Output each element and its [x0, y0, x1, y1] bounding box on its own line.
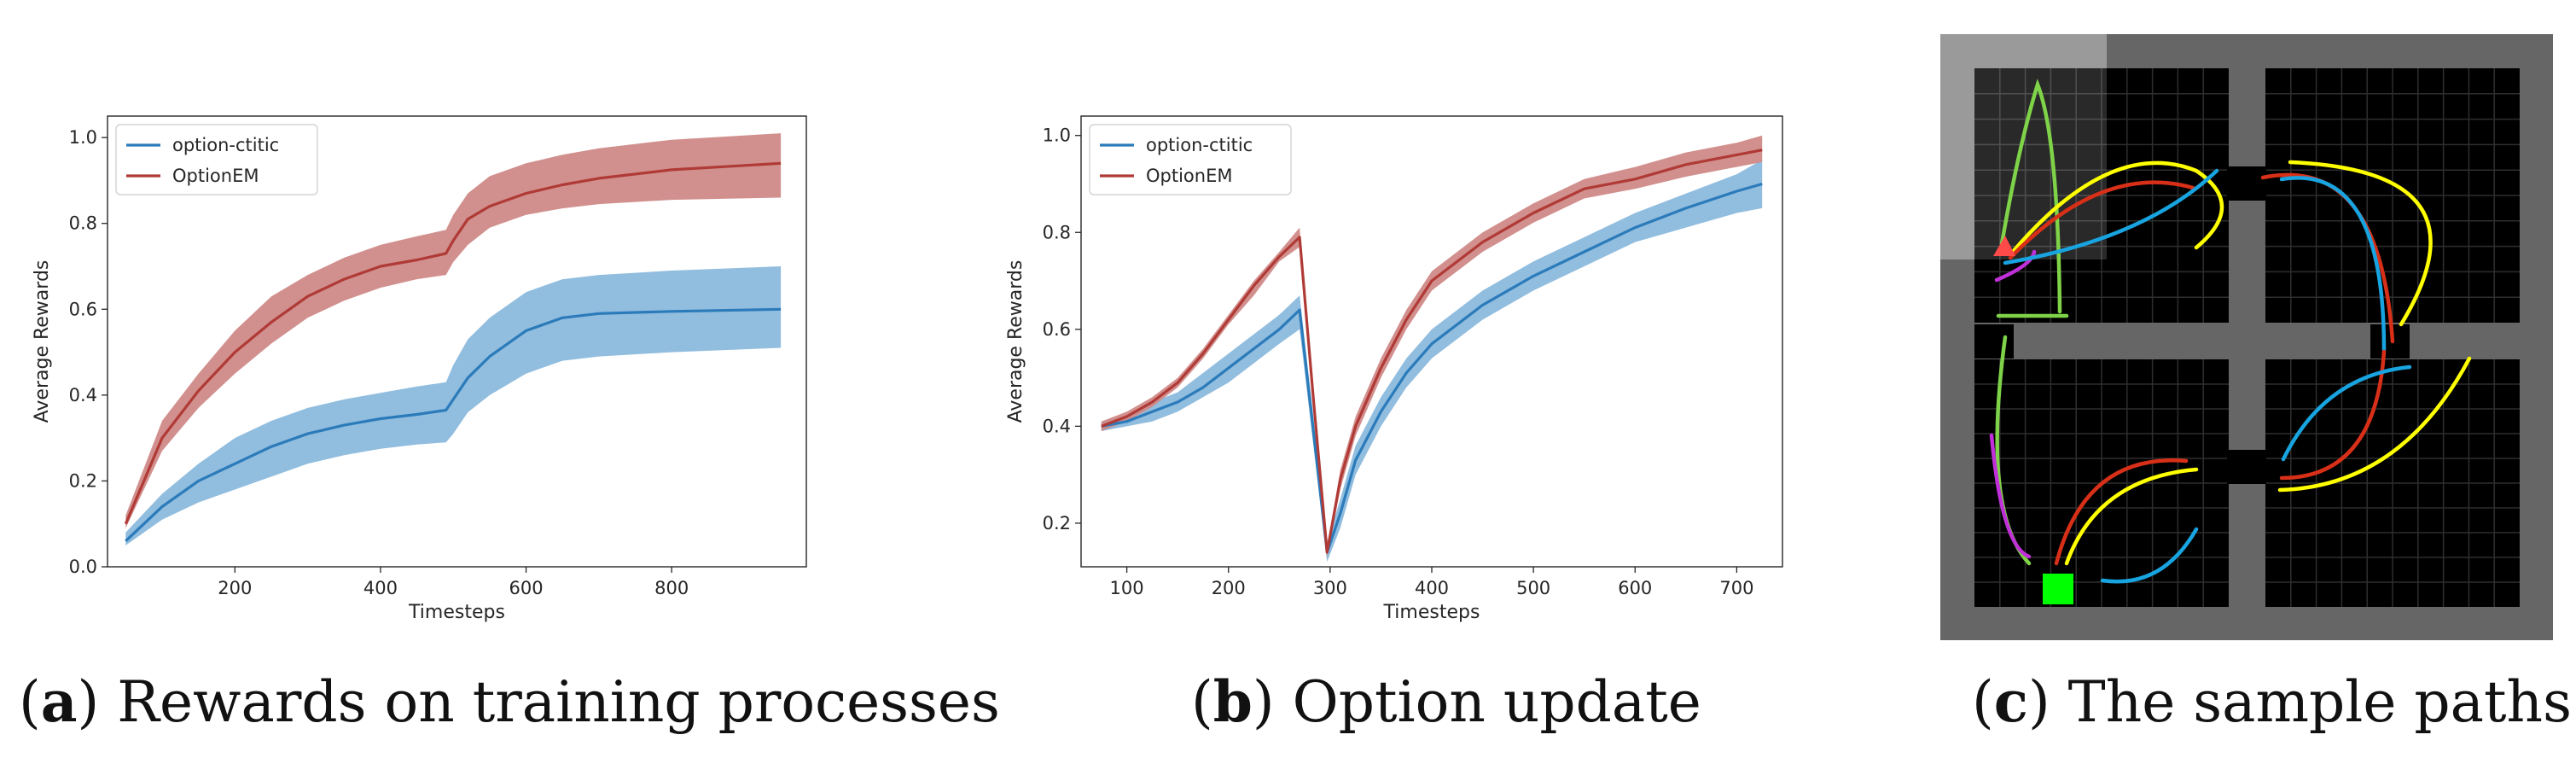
legend-label-option-ctitic: option-ctitic	[1146, 135, 1253, 155]
path-purple-bottom	[1989, 433, 2032, 559]
caption-a-text: Rewards on training processes	[117, 669, 1000, 735]
x-tick-label: 100	[1110, 578, 1144, 598]
series-line-OptionEM	[124, 161, 782, 525]
chart-b: 100 200 300 400 500 600 700 0.2 0.4 0.6 0.8 1.0 Time…	[1005, 115, 1783, 623]
x-axis-label: Timesteps	[408, 602, 505, 623]
confidence-band-OptionEM	[125, 133, 782, 528]
legend-box	[1089, 124, 1292, 195]
x-tick-label: 400	[363, 578, 398, 598]
series-line-option-ctitic	[1101, 182, 1763, 554]
gridworld-sample-paths	[1940, 34, 2553, 640]
legend-box	[115, 124, 318, 195]
y-tick-label: 0.4	[69, 385, 97, 405]
x-tick-label: 600	[509, 578, 544, 598]
legend-label-OptionEM: OptionEM	[1146, 166, 1232, 186]
x-tick-label: 600	[1618, 578, 1652, 598]
path-blue-a	[2003, 168, 2219, 265]
x-tick-label: 200	[218, 578, 252, 598]
path-purple-top	[1994, 249, 2037, 283]
x-axis-label: Timesteps	[1383, 602, 1480, 623]
caption-c: (c) The sample paths	[1972, 668, 2572, 736]
plot-frame	[107, 115, 807, 568]
doorway-1	[2227, 166, 2266, 201]
path-blue-b	[2279, 176, 2387, 353]
x-tick-label: 400	[1415, 578, 1449, 598]
goal-square	[2043, 574, 2073, 604]
y-tick-label: 0.6	[69, 299, 97, 319]
y-axis-label: Average Rewards	[1005, 260, 1026, 423]
caption-c-text: The sample paths	[2067, 669, 2572, 735]
path-yellow-a	[2010, 160, 2224, 254]
legend-label-option-ctitic: option-ctitic	[172, 135, 279, 155]
confidence-band-option-ctitic	[125, 266, 782, 545]
path-green-top	[1999, 79, 2062, 314]
path-yellow-c	[2277, 356, 2472, 493]
y-tick-label: 0.4	[1043, 416, 1071, 436]
series-line-option-ctitic	[125, 307, 782, 542]
caption-b: (b) Option update	[1191, 668, 1701, 736]
x-tick-label: 800	[654, 578, 689, 598]
path-blue-c	[2281, 364, 2412, 462]
y-axis-label: Average Rewards	[32, 260, 53, 423]
y-tick-label: 0.2	[69, 470, 97, 491]
path-red-c	[2279, 349, 2387, 481]
caption-b-text: Option update	[1292, 669, 1701, 735]
path-yellow-b	[2288, 160, 2433, 327]
y-tick-label: 0.2	[1043, 513, 1071, 534]
y-tick-label: 0.8	[69, 213, 97, 234]
y-tick-label: 0.6	[1043, 319, 1071, 340]
series-line-OptionEM	[1101, 149, 1763, 554]
x-tick-label: 200	[1212, 578, 1246, 598]
y-tick-label: 1.0	[1043, 125, 1071, 146]
path-blue-d	[2100, 527, 2199, 584]
caption-a: (a) Rewards on training processes	[19, 668, 1000, 736]
caption-c-label: (c)	[1972, 668, 2050, 735]
doorway-3	[2227, 450, 2266, 484]
path-red-a	[2008, 180, 2195, 260]
chart-a: 200 400 600 800 0.0 0.2 0.4 0.6 0.8 1.0 Timesteps A…	[32, 115, 807, 623]
path-yellow-d	[2064, 467, 2199, 566]
caption-b-label: (b)	[1191, 668, 1275, 735]
y-tick-label: 1.0	[69, 127, 97, 148]
caption-a-label: (a)	[19, 668, 100, 735]
legend-label-OptionEM: OptionEM	[172, 166, 259, 186]
x-tick-label: 500	[1516, 578, 1550, 598]
x-tick-label: 700	[1719, 578, 1753, 598]
doorway-4	[1974, 324, 2014, 359]
y-tick-label: 0.8	[1043, 222, 1071, 242]
confidence-band-option-ctitic	[1101, 160, 1763, 563]
x-tick-label: 300	[1313, 578, 1347, 598]
y-tick-label: 0.0	[69, 557, 97, 577]
path-red-d	[2054, 458, 2189, 566]
agent-triangle	[1993, 236, 2015, 256]
